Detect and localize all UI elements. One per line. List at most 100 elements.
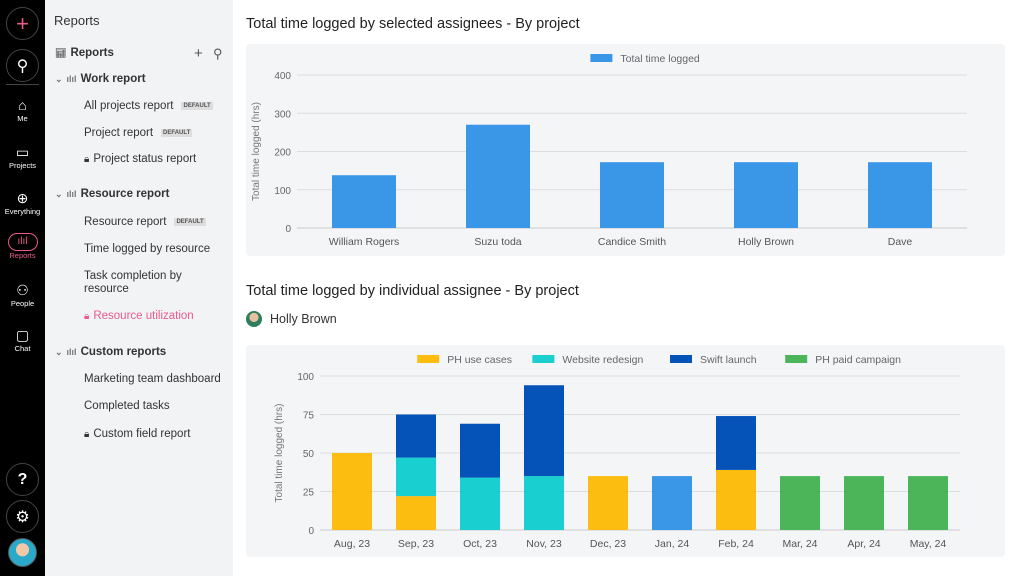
legend-swatch [417, 355, 440, 363]
assignee-selector[interactable]: Holly Brown [246, 311, 337, 327]
nav-rail: + ⚲ ⌂ Me ▭ Projects ⊕ Everything ılıl Reports ⚇ P… [0, 0, 45, 576]
bar-other [652, 476, 692, 530]
bar-website-redesign [524, 476, 564, 530]
report-label: Time logged by resource [84, 243, 211, 255]
chart-icon: ılıl [66, 347, 77, 357]
sidebar-title: Reports [54, 13, 100, 28]
x-tick-label: May, 24 [910, 538, 947, 550]
report-item[interactable]: 🔒︎ Resource utilization [84, 310, 194, 322]
report-label: Task completion by resource [84, 270, 182, 295]
chart-icon: 📊︎ [55, 47, 67, 58]
chart-icon: ılıl [66, 189, 77, 199]
chevron-down-icon: ⌄ [55, 346, 63, 357]
x-tick-label: Mar, 24 [782, 538, 817, 550]
legend-swatch [590, 54, 613, 62]
reports-label: Reports [70, 47, 114, 59]
group-work-report[interactable]: ⌄ ılıl Work report [55, 73, 146, 85]
search-button[interactable]: ⚲ [6, 49, 39, 82]
folder-icon: ▭ [15, 144, 30, 160]
report-item[interactable]: Project report DEFAULT [84, 127, 193, 139]
y-tick-label: 25 [303, 488, 315, 499]
bar-ph-use-cases [716, 469, 756, 530]
rail-item-everything[interactable]: ⊕ Everything [0, 189, 45, 216]
add-report-icon[interactable]: + [194, 45, 203, 62]
chart-icon: ılıl [7, 233, 38, 251]
report-item[interactable]: Marketing team dashboard [84, 373, 221, 385]
rail-item-reports[interactable]: ılıl Reports [0, 233, 45, 260]
x-tick-label: Aug, 23 [334, 538, 370, 550]
assignee-name: Holly Brown [270, 312, 337, 326]
report-label: Resource report [84, 216, 167, 228]
chevron-down-icon: ⌄ [55, 73, 63, 84]
x-tick-label: Dave [888, 236, 913, 248]
y-tick-label: 100 [297, 372, 314, 383]
search-icon[interactable]: ⚲ [213, 46, 223, 61]
y-tick-label: 0 [308, 526, 314, 537]
report-item[interactable]: 🔒︎ Project status report [84, 153, 196, 165]
y-tick-label: 50 [303, 449, 315, 460]
bar-swift-launch [524, 385, 564, 477]
rail-item-projects[interactable]: ▭ Projects [0, 143, 45, 170]
group-label: Work report [80, 73, 146, 85]
x-tick-label: Jan, 24 [655, 538, 690, 550]
report-label: Custom field report [93, 428, 191, 440]
report-item[interactable]: Task completion by resource [84, 270, 194, 296]
x-tick-label: Oct, 23 [463, 538, 497, 550]
x-tick-label: Nov, 23 [526, 538, 562, 550]
bar-swift-launch [716, 416, 756, 470]
bar-ph-use-cases [588, 476, 628, 530]
people-icon: ⚇ [16, 282, 29, 298]
legend-label: PH paid campaign [815, 354, 901, 366]
group-custom-reports[interactable]: ⌄ ılıl Custom reports [55, 346, 166, 358]
bar-ph-paid-campaign [780, 476, 820, 530]
y-axis-label: Total time logged (hrs) [251, 102, 262, 201]
rail-item-me[interactable]: ⌂ Me [0, 96, 45, 123]
chevron-down-icon: ⌄ [55, 188, 63, 199]
y-tick-label: 0 [285, 224, 291, 235]
group-label: Custom reports [80, 346, 167, 358]
y-tick-label: 100 [274, 186, 291, 197]
lock-icon: 🔒︎ [84, 153, 90, 165]
divider [6, 84, 39, 85]
lock-icon: 🔒︎ [84, 428, 90, 440]
help-icon[interactable]: ? [6, 463, 39, 496]
bar-ph-paid-campaign [844, 476, 884, 530]
rail-item-people[interactable]: ⚇ People [0, 281, 45, 308]
report-label: Project status report [93, 153, 197, 165]
bar-website-redesign [396, 457, 436, 497]
group-resource-report[interactable]: ⌄ ılıl Resource report [55, 188, 169, 200]
x-tick-label: Apr, 24 [847, 538, 880, 550]
legend-swatch [785, 355, 808, 363]
report-item[interactable]: Resource report DEFAULT [84, 216, 206, 228]
add-button[interactable]: + [6, 7, 39, 40]
y-tick-label: 400 [274, 71, 291, 82]
user-avatar[interactable] [8, 538, 37, 567]
report-item[interactable]: Time logged by resource [84, 243, 210, 255]
reports-root[interactable]: 📊︎ Reports [55, 47, 114, 59]
lock-icon: 🔒︎ [84, 310, 90, 322]
bar-total-time-logged [734, 162, 798, 228]
settings-icon[interactable]: ⚙ [6, 500, 39, 533]
chart-selected-assignees: 0 100 200 300 400 Total time logged (hrs) Will… [246, 44, 1005, 256]
x-tick-label: William Rogers [329, 236, 400, 248]
rail-item-chat[interactable]: ▢ Chat [0, 326, 45, 353]
x-tick-label: Feb, 24 [718, 538, 754, 550]
rail-label: Chat [14, 344, 31, 353]
home-icon: ⌂ [18, 97, 27, 113]
legend-label: Website redesign [562, 354, 643, 366]
chart-icon: ılıl [66, 74, 77, 84]
default-badge: DEFAULT [161, 129, 193, 137]
y-tick-label: 200 [274, 148, 291, 159]
bar-ph-use-cases [332, 453, 372, 530]
rail-label: Me [17, 114, 28, 123]
report-item[interactable]: Completed tasks [84, 400, 170, 412]
main-content: Total time logged by selected assignees … [233, 0, 1024, 576]
x-tick-label: Suzu toda [474, 236, 521, 248]
rail-label: Everything [4, 207, 41, 216]
y-tick-label: 75 [303, 411, 315, 422]
report-label: All projects report [84, 100, 174, 112]
report-item[interactable]: 🔒︎ Custom field report [84, 428, 190, 440]
bar-swift-launch [460, 423, 500, 478]
rail-label: People [10, 299, 35, 308]
report-item[interactable]: All projects report DEFAULT [84, 100, 213, 112]
